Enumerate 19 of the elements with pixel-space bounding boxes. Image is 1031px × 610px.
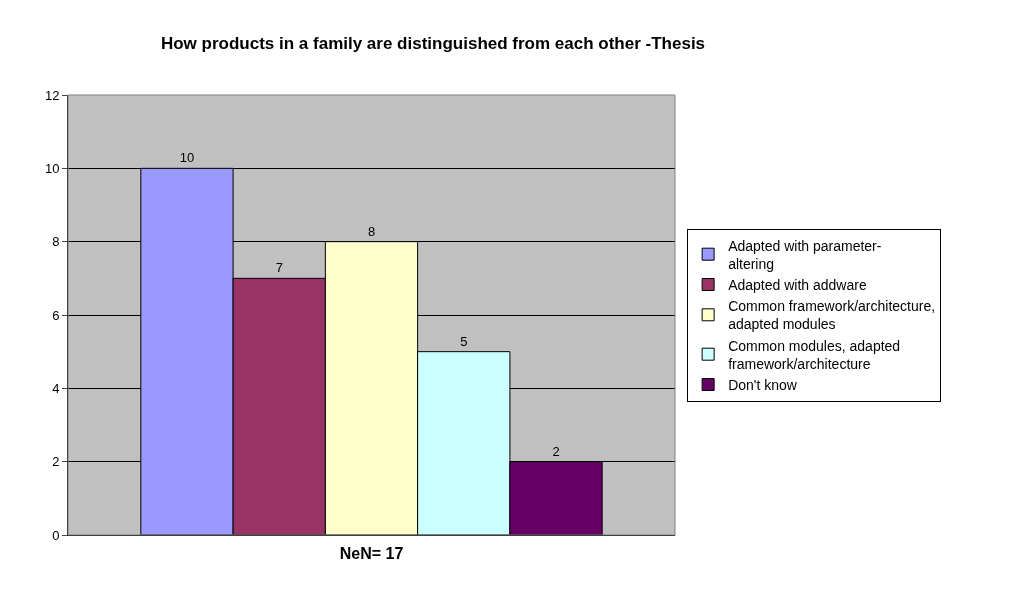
data-label: 7 bbox=[275, 260, 283, 276]
x-axis-title: NeN= 17 bbox=[339, 545, 404, 563]
y-tick-label: 8 bbox=[52, 234, 60, 250]
legend-label: Adapted with parameter-altering bbox=[728, 237, 882, 272]
data-label: 10 bbox=[179, 150, 195, 166]
data-label: 5 bbox=[460, 333, 468, 349]
y-tick-label: 2 bbox=[52, 454, 60, 470]
data-label: 2 bbox=[552, 443, 560, 459]
data-label: 8 bbox=[367, 223, 376, 239]
y-tick-label: 12 bbox=[44, 87, 60, 103]
legend-label: Common modules, adapted framework/architecture bbox=[728, 337, 901, 372]
chart-title: How products in a family are distinguished from each other -Thesis bbox=[160, 33, 706, 53]
y-tick-label: 10 bbox=[44, 160, 60, 176]
y-tick-label: 6 bbox=[52, 307, 60, 323]
y-tick-label: 4 bbox=[52, 380, 60, 396]
legend-label: Common framework/architecture, adapted modules bbox=[728, 298, 936, 333]
legend-label: Adapted with addware bbox=[728, 276, 867, 293]
legend-label: Don't know bbox=[728, 376, 798, 393]
y-tick-label: 0 bbox=[52, 527, 60, 543]
